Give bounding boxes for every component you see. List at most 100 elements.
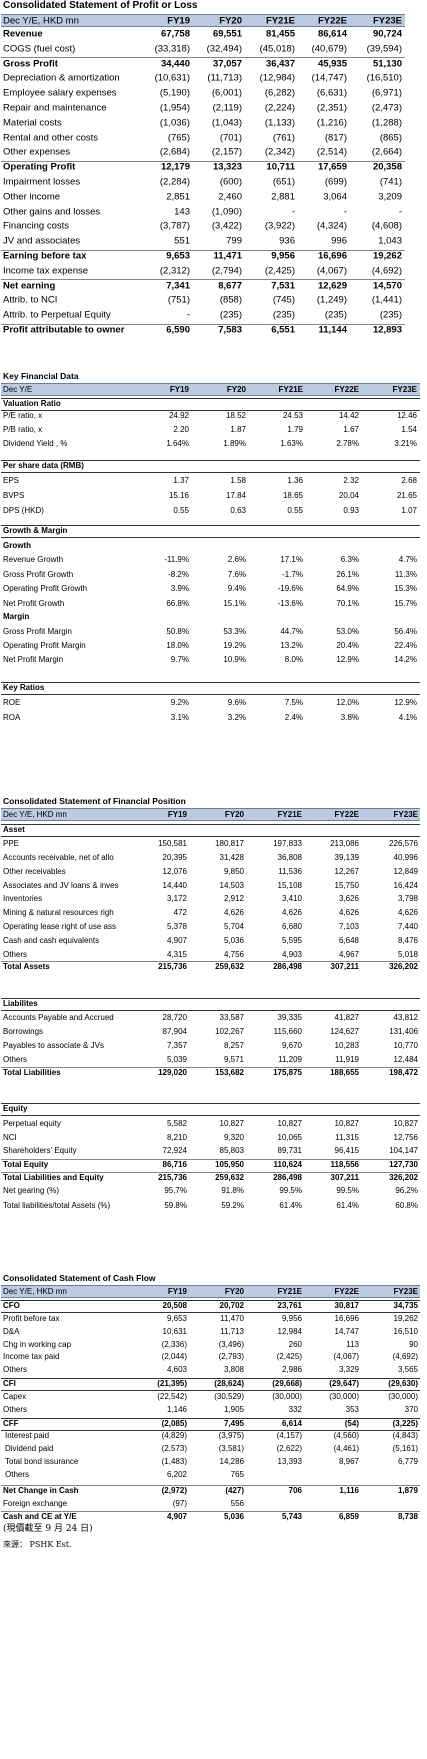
row-value: (2,622)	[276, 1444, 302, 1453]
row-value: 56.4%	[394, 627, 417, 636]
row-value: 7,357	[166, 1041, 187, 1050]
header-cell: FY21E	[278, 384, 303, 394]
row-value: 15,750	[334, 881, 359, 890]
row-value: 8,967	[338, 1457, 359, 1466]
row-value: 3,565	[397, 1365, 418, 1374]
row-value: 6,551	[271, 324, 295, 336]
row-value: 18.52	[225, 411, 246, 420]
row-value: -19.6%	[277, 584, 303, 593]
row-value: 996	[331, 235, 347, 247]
header-cell: FY23E	[392, 384, 417, 394]
row-value: 307,211	[330, 1173, 359, 1182]
row-value: 3,329	[338, 1365, 359, 1374]
row-value: 4,626	[223, 908, 244, 917]
row-value: (3,922)	[264, 220, 295, 232]
row-label: Mining & natural resources righ	[3, 908, 114, 917]
row-value: 10,065	[277, 1133, 302, 1142]
row-label: Per share data (RMB)	[3, 461, 84, 470]
row-value: 7,440	[397, 922, 418, 931]
row-value: 6,648	[338, 936, 359, 945]
header-cell: Dec Y/E	[3, 384, 33, 394]
row-label: Others	[3, 1365, 28, 1374]
section-line	[1, 537, 420, 538]
row-value: 10,827	[219, 1119, 244, 1128]
row-value: 226,576	[389, 839, 418, 848]
table-title: Key Financial Data	[3, 371, 79, 381]
row-value: (865)	[379, 131, 402, 143]
row-value: 551	[174, 235, 190, 247]
row-value: 16,510	[393, 1327, 418, 1336]
row-value: 89,731	[277, 1146, 302, 1155]
row-value: 61.4%	[279, 1201, 302, 1210]
row-value: (701)	[219, 131, 242, 143]
row-value: 6,859	[338, 1512, 359, 1521]
row-value: 20.4%	[336, 641, 359, 650]
row-value: (4,608)	[371, 220, 402, 232]
header-cell: FY19	[167, 809, 187, 819]
row-value: (6,282)	[264, 87, 295, 99]
row-label: Foreign exchange	[3, 1499, 68, 1508]
row-value: (817)	[324, 131, 347, 143]
section-line	[1, 1430, 420, 1431]
row-value: (3,975)	[218, 1431, 244, 1440]
row-label: Total Liabilities	[3, 1068, 61, 1077]
row-value: 3,172	[166, 894, 187, 903]
row-label: Others	[3, 950, 28, 959]
row-value: 99.5%	[336, 1186, 359, 1195]
row-value: (427)	[225, 1486, 244, 1495]
row-value: 1.67	[343, 425, 359, 434]
row-value: (4,067)	[316, 265, 347, 277]
header-cell: FY21E	[277, 1286, 302, 1296]
row-value: (28,624)	[214, 1379, 244, 1388]
row-value: 12,267	[334, 867, 359, 876]
row-value: 472	[173, 908, 187, 917]
row-value: 41,827	[334, 1013, 359, 1022]
row-value: -13.6%	[277, 599, 303, 608]
row-value: (1,090)	[211, 205, 242, 217]
row-value: 96.2%	[395, 1186, 418, 1195]
row-value: 5,036	[223, 1512, 244, 1521]
row-value: -8.2%	[168, 570, 189, 579]
row-label: Employee salary expenses	[3, 87, 117, 99]
row-value: 9,956	[271, 250, 295, 262]
row-value: 12,179	[160, 161, 190, 173]
row-value: 1.07	[401, 506, 417, 515]
row-value: 326,202	[389, 1173, 418, 1182]
row-value: (1,216)	[316, 117, 347, 129]
row-label: Inventories	[3, 894, 43, 903]
row-value: 13,393	[277, 1457, 302, 1466]
row-value: 39,335	[277, 1013, 302, 1022]
row-label: JV and associates	[3, 235, 81, 247]
row-value: 150,581	[158, 839, 187, 848]
row-label: Others	[5, 1470, 30, 1479]
row-value: (2,425)	[276, 1352, 302, 1361]
row-label: Net Change in Cash	[3, 1486, 79, 1495]
row-value: 13,323	[212, 161, 242, 173]
row-label: Margin	[3, 612, 30, 621]
row-value: 113	[346, 1340, 359, 1349]
row-value: 286,498	[273, 1173, 302, 1182]
row-value: 2.78%	[336, 439, 359, 448]
row-value: 20.04	[338, 491, 359, 500]
total-line	[1, 249, 405, 251]
row-value: 99.5%	[279, 1186, 302, 1195]
row-value: 3.1%	[170, 713, 189, 722]
row-value: 14,570	[372, 279, 402, 291]
row-value: 12,756	[393, 1133, 418, 1142]
row-value: (2,342)	[264, 146, 295, 158]
row-label: Net gearing (%)	[3, 1186, 60, 1195]
table-title: Consolidated Statement of Cash Flow	[3, 1273, 156, 1283]
section-line	[1, 1377, 420, 1379]
row-value: 17.84	[225, 491, 246, 500]
row-value: -	[398, 205, 402, 217]
row-value: (2,224)	[264, 102, 295, 114]
header-cell: FY19	[167, 1286, 187, 1296]
row-value: 118,556	[330, 1160, 359, 1169]
row-label: Capex	[3, 1392, 27, 1401]
total-line	[1, 1484, 420, 1486]
footer-note: (現價截至 9 月 24 日)	[3, 1524, 93, 1534]
row-value: (2,044)	[161, 1352, 187, 1361]
row-value: 10,827	[334, 1119, 359, 1128]
row-value: -	[291, 205, 295, 217]
section-line	[1, 1390, 420, 1391]
